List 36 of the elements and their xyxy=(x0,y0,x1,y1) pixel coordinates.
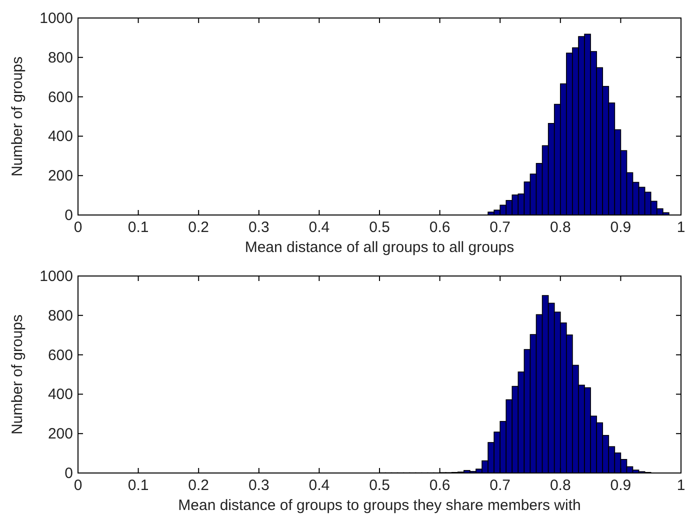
y-axis-title: Number of groups xyxy=(9,56,26,177)
y-tick-label: 400 xyxy=(48,128,73,146)
x-tick-label: 0.5 xyxy=(369,477,390,494)
y-tick-label: 0 xyxy=(64,207,73,224)
y-tick-label: 600 xyxy=(48,88,73,106)
x-tick-label: 0.1 xyxy=(128,477,149,494)
x-tick-label: 0.9 xyxy=(610,477,632,494)
x-tick-label: 0.4 xyxy=(308,219,330,236)
x-axis-title: Mean distance of all groups to all groups xyxy=(244,239,514,256)
y-axis-title: Number of groups xyxy=(9,314,26,435)
x-tick-label: 0.2 xyxy=(188,477,210,494)
x-tick-label: 0.5 xyxy=(369,219,390,236)
x-tick-label: 0.1 xyxy=(128,219,149,236)
y-tick-label: 800 xyxy=(48,49,73,66)
y-tick-label: 200 xyxy=(48,168,73,185)
x-axis-title: Mean distance of groups to groups they share members with xyxy=(178,497,581,514)
x-tick-label: 0.8 xyxy=(550,477,571,494)
x-tick-label: 1 xyxy=(676,477,686,494)
x-tick-label: 0.3 xyxy=(248,219,270,236)
y-tick-label: 800 xyxy=(48,307,73,324)
x-tick-label: 0.6 xyxy=(429,219,450,236)
x-tick-label: 0.3 xyxy=(248,477,270,494)
y-tick-label: 1000 xyxy=(40,268,73,285)
y-tick-label: 400 xyxy=(48,386,73,404)
x-tick-label: 0.8 xyxy=(550,219,571,236)
x-tick-label: 0.7 xyxy=(490,219,511,236)
x-tick-label: 1 xyxy=(676,219,686,236)
y-tick-label: 0 xyxy=(64,465,73,482)
x-tick-label: 0.2 xyxy=(188,219,210,236)
x-tick-label: 0.9 xyxy=(610,219,632,236)
y-tick-label: 200 xyxy=(48,426,73,443)
y-tick-label: 600 xyxy=(48,346,73,364)
y-tick-label: 1000 xyxy=(40,10,73,27)
x-tick-label: 0.6 xyxy=(429,477,450,494)
x-tick-label: 0.7 xyxy=(490,477,511,494)
x-tick-label: 0.4 xyxy=(308,477,330,494)
